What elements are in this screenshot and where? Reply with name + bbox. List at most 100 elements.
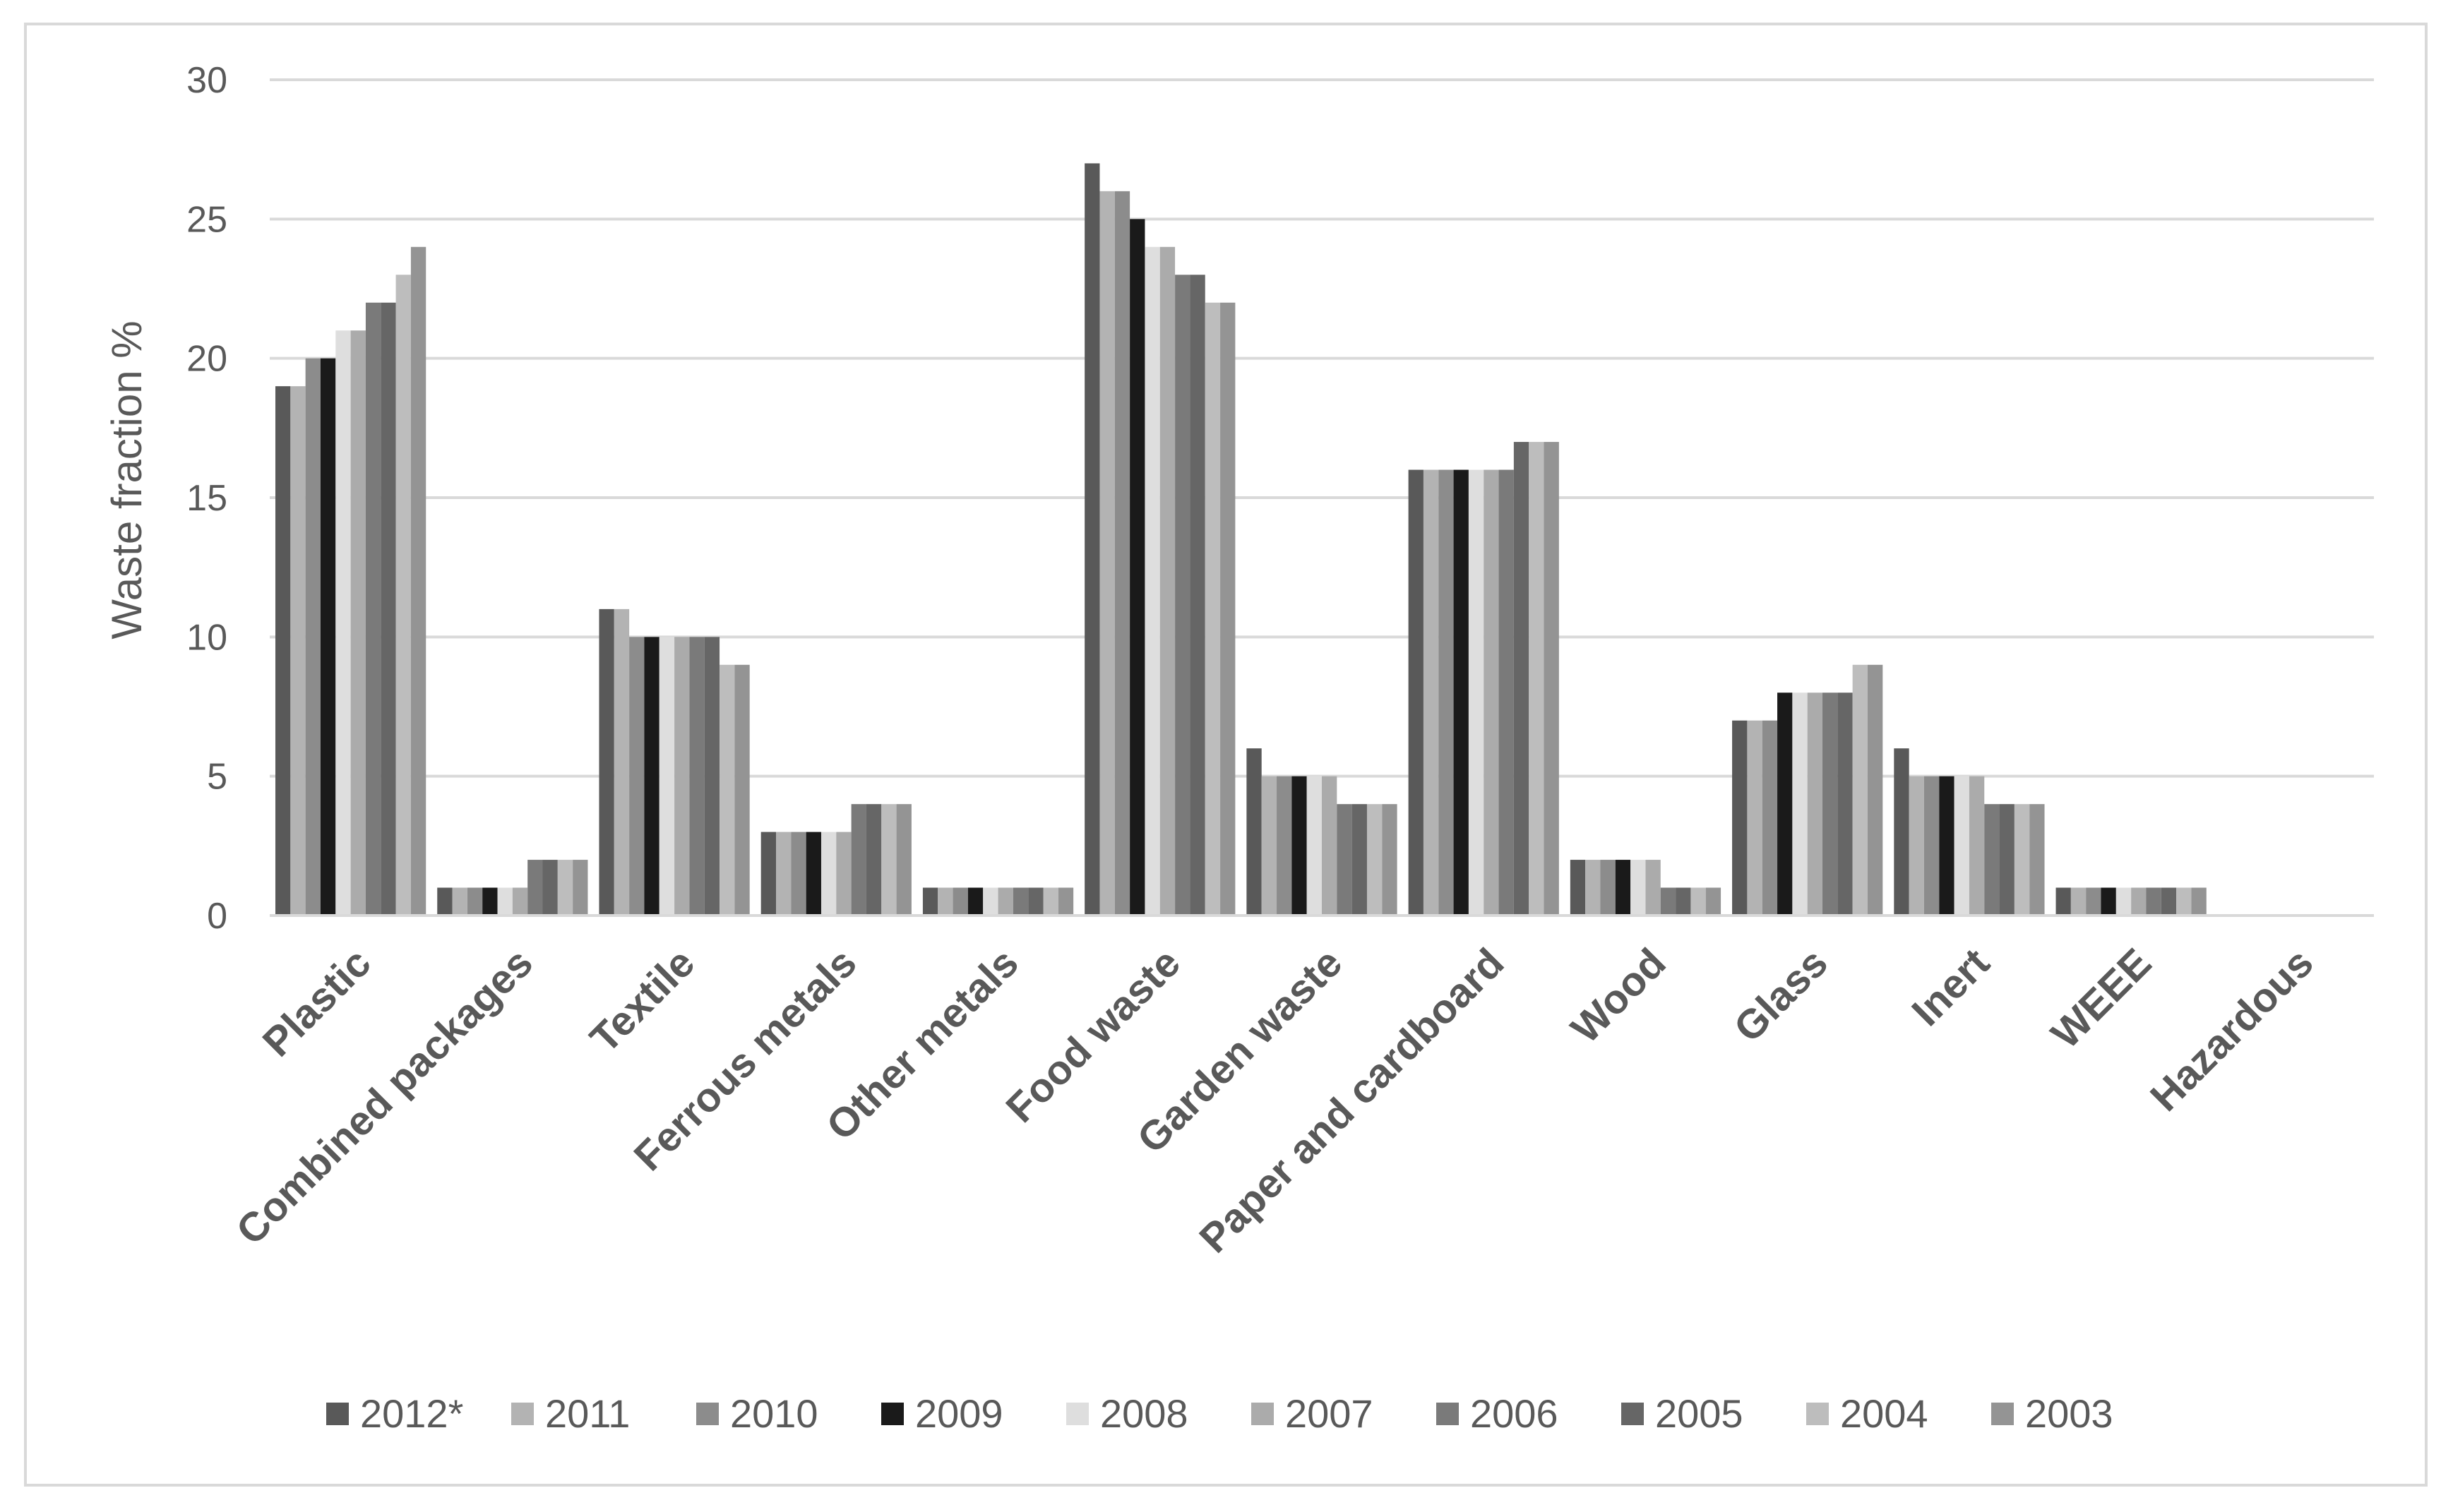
bar — [720, 664, 735, 916]
bar — [573, 860, 588, 916]
bar — [1939, 776, 1954, 916]
bar — [381, 302, 396, 916]
bar — [922, 887, 938, 916]
x-category-label: Wood — [1563, 940, 1675, 1052]
x-category-label: Textile — [581, 940, 703, 1062]
bar — [1291, 776, 1307, 916]
bar — [512, 887, 528, 916]
legend-label: 2009 — [915, 1391, 1003, 1436]
bar — [1277, 776, 1292, 916]
bar — [1690, 887, 1706, 916]
bar — [1807, 692, 1823, 916]
bar — [674, 637, 690, 916]
legend-label: 2010 — [730, 1391, 818, 1436]
legend-label: 2006 — [1470, 1391, 1558, 1436]
legend-label: 2005 — [1655, 1391, 1743, 1436]
bar — [1159, 246, 1176, 916]
x-category-label: Inert — [1903, 940, 1998, 1035]
bar — [629, 637, 645, 916]
bar — [1220, 302, 1236, 916]
bar — [734, 664, 750, 916]
bar — [1894, 748, 1909, 916]
x-category-label: WEEE — [2043, 940, 2161, 1057]
legend-swatch — [326, 1403, 349, 1425]
bar — [1498, 469, 1514, 916]
bar — [1513, 442, 1529, 916]
bar — [1792, 692, 1808, 916]
bar — [1205, 302, 1221, 916]
bar — [1570, 860, 1586, 916]
bar — [791, 832, 806, 916]
bar — [1322, 776, 1337, 916]
legend: 2012* 2011 2010 2009 2008 2007 2006 2005 2004 200… — [326, 1391, 2113, 1436]
bar — [1423, 469, 1439, 916]
legend-swatch — [1251, 1403, 1274, 1425]
bar — [410, 246, 426, 916]
bar — [1337, 804, 1352, 916]
bar — [335, 330, 351, 916]
legend-swatch — [1436, 1403, 1459, 1425]
y-tick-label: 25 — [186, 199, 227, 240]
bar — [689, 637, 705, 916]
bar — [2014, 804, 2030, 916]
bar — [776, 832, 792, 916]
bar — [1954, 776, 1969, 916]
bar — [1366, 804, 1383, 916]
bar — [437, 887, 453, 916]
y-axis-label: Waste fraction % — [103, 320, 150, 639]
bar — [1085, 163, 1100, 916]
bar — [1705, 887, 1721, 916]
bar — [967, 887, 984, 916]
bar — [1777, 692, 1793, 916]
legend-swatch — [1991, 1403, 2014, 1425]
bar — [1999, 804, 2015, 916]
bar — [2086, 887, 2101, 916]
x-category-label: Combined packages — [227, 940, 542, 1254]
bar — [1408, 469, 1424, 916]
bar — [452, 887, 467, 916]
bar — [2029, 804, 2045, 916]
bar — [881, 804, 897, 916]
legend-label: 2003 — [2025, 1391, 2113, 1436]
x-category-label: Plastic — [254, 940, 380, 1065]
bar — [938, 887, 953, 916]
y-tick-label: 5 — [207, 757, 227, 798]
bar — [1484, 469, 1499, 916]
bar — [659, 637, 675, 916]
legend-label: 2012* — [360, 1391, 463, 1436]
bar — [806, 832, 821, 916]
bar — [1984, 804, 2000, 916]
legend-swatch — [881, 1403, 904, 1425]
y-tick-label: 20 — [186, 339, 227, 380]
y-tick-label: 30 — [186, 60, 227, 101]
x-category-label: Paper and cardboard — [1190, 940, 1512, 1261]
bar — [1645, 860, 1661, 916]
bar — [983, 887, 998, 916]
bar — [365, 302, 381, 916]
legend-label: 2008 — [1100, 1391, 1188, 1436]
bar — [644, 637, 659, 916]
legend-swatch — [696, 1403, 719, 1425]
bar — [1351, 804, 1367, 916]
bar — [1145, 246, 1160, 916]
bar — [1822, 692, 1838, 916]
bar — [998, 887, 1013, 916]
x-category-label: Hazardous — [2142, 940, 2322, 1120]
bar — [896, 804, 912, 916]
y-axis-tick-labels: 0 5 10 15 20 25 30 — [186, 60, 227, 937]
bar — [497, 887, 513, 916]
bar — [350, 330, 366, 916]
bar — [1544, 442, 1559, 916]
bar — [527, 860, 543, 916]
bar — [1529, 442, 1544, 916]
bar — [1969, 776, 1985, 916]
legend-swatch — [1806, 1403, 1829, 1425]
bar — [1099, 191, 1115, 916]
bars — [275, 163, 2207, 916]
legend-swatch — [1066, 1403, 1089, 1425]
bar — [467, 887, 483, 916]
bar — [1043, 887, 1058, 916]
bar — [395, 275, 411, 916]
bar — [1175, 275, 1190, 916]
